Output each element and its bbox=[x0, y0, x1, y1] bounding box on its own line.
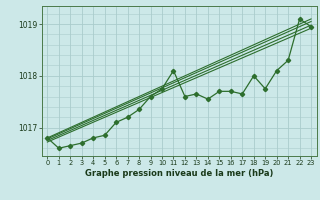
X-axis label: Graphe pression niveau de la mer (hPa): Graphe pression niveau de la mer (hPa) bbox=[85, 169, 273, 178]
